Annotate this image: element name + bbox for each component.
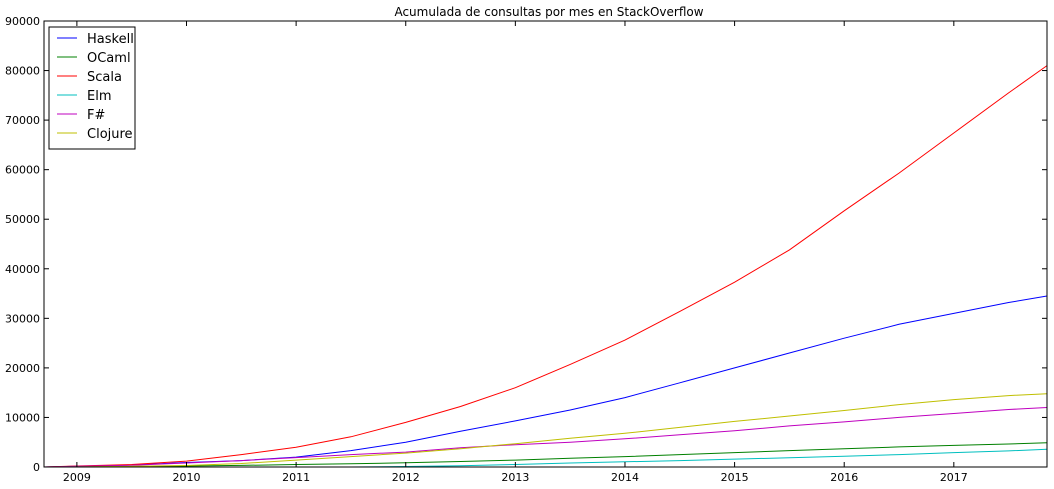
legend-label: Scala (87, 70, 122, 85)
x-tick-label: 2012 (392, 471, 420, 484)
legend-label: F# (87, 108, 105, 123)
series-line-haskell (43, 295, 1048, 468)
y-tick-label: 60000 (5, 164, 40, 177)
x-tick-label: 2016 (830, 471, 858, 484)
x-tick-label: 2011 (282, 471, 310, 484)
y-tick-label: 50000 (5, 213, 40, 226)
x-tick-label: 2014 (611, 471, 639, 484)
chart-title: Acumulada de consultas por mes en StackO… (394, 5, 703, 19)
x-tick-label: 2013 (501, 471, 529, 484)
plot-series (43, 65, 1048, 468)
legend-box (48, 26, 136, 150)
y-tick-label: 0 (33, 461, 40, 474)
y-tick-label: 80000 (5, 65, 40, 78)
y-tick-label: 30000 (5, 312, 40, 325)
legend: Haskell OCaml Scala Elm F# Clojure (48, 26, 136, 150)
series-line-ocaml (43, 442, 1048, 468)
x-axis: 2009 2010 2011 2012 2013 2014 2015 2016 2017 (63, 21, 968, 484)
y-tick-label: 40000 (5, 263, 40, 276)
x-tick-label: 2015 (721, 471, 749, 484)
y-tick-label: 70000 (5, 114, 40, 127)
series-line-clojure (43, 393, 1048, 468)
y-tick-label: 20000 (5, 362, 40, 375)
y-tick-label: 10000 (5, 411, 40, 424)
series-line-scala (43, 65, 1048, 468)
x-tick-label: 2017 (940, 471, 968, 484)
series-line-f- (43, 407, 1048, 468)
legend-label: Clojure (87, 127, 133, 142)
legend-label: Haskell (87, 32, 134, 47)
legend-label: Elm (87, 89, 112, 104)
y-axis: 0 10000 20000 30000 40000 50000 60000 70000 8000… (5, 15, 1047, 474)
plot-frame (43, 20, 1048, 468)
y-tick-label: 90000 (5, 15, 40, 28)
x-tick-label: 2010 (173, 471, 201, 484)
legend-label: OCaml (87, 51, 131, 66)
x-tick-label: 2009 (63, 471, 91, 484)
series-line-elm (44, 448, 1048, 468)
